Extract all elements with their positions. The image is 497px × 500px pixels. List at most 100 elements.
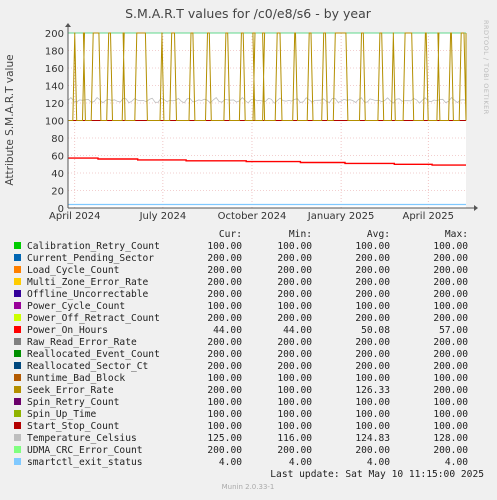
legend-series-name: Reallocated_Sector_Ct	[27, 361, 148, 372]
legend-series-name: smartctl_exit_status	[27, 457, 143, 468]
x-tick-label: April 2024	[49, 211, 100, 222]
legend-swatch	[14, 350, 21, 357]
chart-title: S.M.A.R.T values for /c0/e8/s6 - by year	[125, 6, 372, 21]
legend-value-cur: 100.00	[207, 301, 242, 312]
legend-value-cur: 200.00	[207, 253, 242, 264]
legend-value-min: 100.00	[277, 373, 312, 384]
legend-value-avg: 124.83	[355, 433, 390, 444]
legend-swatch	[14, 254, 21, 261]
legend-swatch	[14, 338, 21, 345]
legend-series-name: Temperature_Celsius	[27, 433, 137, 444]
legend-header-cur: Cur:	[219, 229, 242, 240]
legend-value-cur: 200.00	[207, 277, 242, 288]
legend-value-cur: 200.00	[207, 385, 242, 396]
legend-row: Calibration_Retry_Count 100.00 100.00 100.0…	[14, 241, 468, 252]
legend-value-avg: 126.33	[355, 385, 390, 396]
legend-value-max: 200.00	[433, 349, 468, 360]
legend-value-min: 100.00	[277, 421, 312, 432]
legend-swatch	[14, 410, 21, 417]
legend-value-cur: 200.00	[207, 337, 242, 348]
legend-swatch	[14, 278, 21, 285]
y-tick-label: 160	[45, 64, 64, 75]
x-axis-arrow	[474, 205, 478, 211]
legend-value-avg: 200.00	[355, 253, 390, 264]
legend: Cur: Min: Avg: Max: Calibration_Retry_Co…	[14, 229, 468, 468]
legend-series-name: Start_Stop_Count	[27, 421, 119, 432]
legend-swatch	[14, 458, 21, 465]
legend-series-name: Raw_Read_Error_Rate	[27, 337, 137, 348]
legend-value-max: 200.00	[433, 313, 468, 324]
x-axis-ticks: April 2024 July 2024 October 2024 January 2…	[49, 211, 454, 222]
y-tick-label: 80	[51, 134, 64, 145]
legend-value-avg: 100.00	[355, 241, 390, 252]
legend-value-cur: 44.00	[213, 325, 242, 336]
legend-row: Load_Cycle_Count 200.00 200.00 200.00 200.00	[14, 265, 468, 276]
legend-value-min: 200.00	[277, 253, 312, 264]
legend-value-max: 200.00	[433, 445, 468, 456]
legend-value-avg: 100.00	[355, 301, 390, 312]
legend-value-min: 100.00	[277, 241, 312, 252]
legend-series-name: Seek_Error_Rate	[27, 385, 114, 396]
legend-row: Seek_Error_Rate 200.00 100.00 126.33 200.00	[14, 385, 468, 396]
last-update: Last update: Sat May 10 11:15:00 2025	[270, 469, 484, 480]
legend-value-cur: 100.00	[207, 397, 242, 408]
legend-value-cur: 200.00	[207, 265, 242, 276]
legend-value-max: 200.00	[433, 337, 468, 348]
axes	[65, 23, 478, 211]
legend-swatch	[14, 374, 21, 381]
legend-swatch	[14, 434, 21, 441]
legend-header-max: Max:	[445, 229, 468, 240]
legend-value-avg: 200.00	[355, 289, 390, 300]
series-line-power-on-hours	[68, 157, 466, 166]
legend-value-avg: 200.00	[355, 277, 390, 288]
legend-swatch	[14, 446, 21, 453]
legend-value-min: 200.00	[277, 289, 312, 300]
legend-series-name: Power_Cycle_Count	[27, 301, 125, 312]
legend-series-name: Current_Pending_Sector	[27, 253, 154, 264]
x-tick-label: July 2024	[139, 211, 187, 222]
legend-header-min: Min:	[289, 229, 312, 240]
legend-swatch	[14, 314, 21, 321]
legend-row: Power_On_Hours 44.00 44.00 50.08 57.00	[14, 325, 468, 336]
y-axis-ticks: 0 20 40 60 80 100 120 140 160 180 200	[45, 29, 64, 215]
legend-value-max: 200.00	[433, 289, 468, 300]
legend-value-cur: 200.00	[207, 313, 242, 324]
legend-value-cur: 4.00	[219, 457, 242, 468]
legend-row: Reallocated_Sector_Ct 200.00 200.00 200.00 2…	[14, 361, 468, 372]
legend-value-avg: 200.00	[355, 265, 390, 276]
legend-value-avg: 100.00	[355, 421, 390, 432]
legend-value-cur: 100.00	[207, 421, 242, 432]
y-tick-label: 120	[45, 99, 64, 110]
legend-swatch	[14, 398, 21, 405]
legend-row: Power_Cycle_Count 100.00 100.00 100.00 100.0…	[14, 301, 468, 312]
legend-row: Raw_Read_Error_Rate 200.00 200.00 200.00 200…	[14, 337, 468, 348]
legend-value-cur: 200.00	[207, 445, 242, 456]
legend-value-max: 100.00	[433, 301, 468, 312]
legend-row: smartctl_exit_status 4.00 4.00 4.00 4.00	[14, 457, 468, 468]
legend-value-avg: 100.00	[355, 409, 390, 420]
y-tick-label: 140	[45, 82, 64, 93]
legend-series-name: Calibration_Retry_Count	[27, 241, 160, 252]
series-line-seek-error-rate	[68, 32, 467, 121]
legend-value-min: 100.00	[277, 409, 312, 420]
legend-value-min: 200.00	[277, 265, 312, 276]
x-tick-label: October 2024	[218, 211, 287, 222]
legend-swatch	[14, 386, 21, 393]
legend-value-avg: 200.00	[355, 361, 390, 372]
y-tick-label: 20	[51, 187, 64, 198]
y-tick-label: 100	[45, 117, 64, 128]
x-tick-label: April 2025	[402, 211, 453, 222]
legend-row: Current_Pending_Sector 200.00 200.00 200.00…	[14, 253, 468, 264]
legend-value-max: 100.00	[433, 421, 468, 432]
legend-series-name: Power_On_Hours	[27, 325, 108, 336]
legend-value-cur: 100.00	[207, 409, 242, 420]
legend-value-min: 200.00	[277, 337, 312, 348]
legend-row: Start_Stop_Count 100.00 100.00 100.00 100.00	[14, 421, 468, 432]
legend-header-avg: Avg:	[367, 229, 390, 240]
legend-value-min: 200.00	[277, 361, 312, 372]
legend-row: Spin_Retry_Count 100.00 100.00 100.00 100.00	[14, 397, 468, 408]
legend-row: Runtime_Bad_Block 100.00 100.00 100.00 100.0…	[14, 373, 468, 384]
legend-value-min: 100.00	[277, 301, 312, 312]
